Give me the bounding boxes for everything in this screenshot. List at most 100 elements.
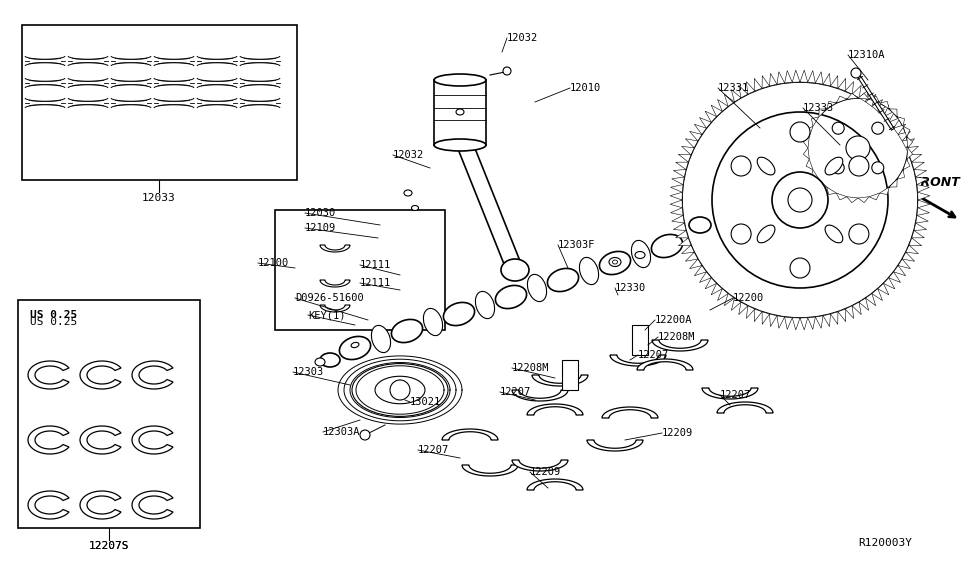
Bar	[562, 360, 578, 390]
Polygon shape	[872, 289, 882, 301]
Circle shape	[772, 172, 828, 228]
Ellipse shape	[758, 157, 775, 175]
Polygon shape	[902, 252, 915, 261]
Polygon shape	[898, 259, 911, 269]
Polygon shape	[847, 197, 858, 203]
Polygon shape	[869, 96, 879, 103]
Polygon shape	[916, 216, 928, 223]
Circle shape	[390, 380, 410, 400]
Text: D0926-51600: D0926-51600	[295, 293, 364, 303]
Ellipse shape	[547, 268, 578, 291]
Polygon shape	[811, 170, 819, 179]
Polygon shape	[845, 306, 854, 319]
Text: 12330: 12330	[615, 283, 646, 293]
Text: R120003Y: R120003Y	[858, 538, 912, 548]
Ellipse shape	[758, 225, 775, 243]
Text: 12033: 12033	[142, 193, 176, 203]
Ellipse shape	[501, 259, 529, 281]
Polygon shape	[831, 76, 838, 88]
Polygon shape	[527, 404, 583, 415]
Polygon shape	[676, 230, 688, 238]
Polygon shape	[711, 284, 722, 295]
Polygon shape	[702, 388, 758, 399]
Polygon shape	[866, 294, 876, 306]
Polygon shape	[689, 131, 702, 141]
Ellipse shape	[404, 190, 412, 196]
Polygon shape	[746, 82, 755, 94]
Polygon shape	[724, 294, 734, 306]
Polygon shape	[80, 426, 121, 454]
Polygon shape	[914, 223, 926, 230]
Polygon shape	[718, 289, 728, 301]
Text: 12032: 12032	[393, 150, 424, 160]
Polygon shape	[711, 105, 722, 117]
Circle shape	[808, 98, 908, 198]
Polygon shape	[903, 159, 910, 170]
Polygon shape	[827, 101, 837, 109]
Polygon shape	[731, 89, 741, 102]
Text: 12010: 12010	[570, 83, 602, 93]
Ellipse shape	[351, 342, 359, 348]
Text: 12208M: 12208M	[512, 363, 550, 373]
Text: 12209: 12209	[662, 428, 693, 438]
Polygon shape	[132, 426, 173, 454]
Ellipse shape	[315, 358, 325, 366]
Text: 12100: 12100	[258, 258, 290, 268]
Polygon shape	[815, 316, 823, 328]
Circle shape	[360, 430, 370, 440]
Polygon shape	[587, 440, 643, 451]
Polygon shape	[718, 100, 728, 112]
Ellipse shape	[609, 258, 621, 267]
Polygon shape	[906, 245, 918, 254]
Polygon shape	[907, 148, 913, 159]
Polygon shape	[889, 109, 897, 117]
Polygon shape	[872, 100, 882, 112]
Polygon shape	[847, 93, 858, 99]
Polygon shape	[652, 340, 708, 351]
Polygon shape	[746, 306, 755, 319]
Polygon shape	[527, 479, 583, 490]
Polygon shape	[793, 70, 800, 82]
Text: 12303F: 12303F	[558, 240, 596, 250]
Text: 12207: 12207	[418, 445, 449, 455]
Polygon shape	[858, 197, 869, 203]
Polygon shape	[912, 162, 924, 169]
Polygon shape	[682, 245, 694, 254]
Polygon shape	[889, 272, 901, 282]
Text: 12303: 12303	[293, 367, 325, 377]
Ellipse shape	[600, 251, 631, 275]
Polygon shape	[869, 193, 879, 200]
Bar	[632, 325, 648, 355]
Polygon shape	[823, 314, 831, 327]
Polygon shape	[132, 491, 173, 519]
Text: US 0.25: US 0.25	[30, 317, 77, 327]
Polygon shape	[806, 159, 813, 170]
Ellipse shape	[635, 251, 645, 259]
Polygon shape	[671, 185, 683, 192]
Polygon shape	[762, 312, 769, 324]
Circle shape	[712, 112, 888, 288]
Ellipse shape	[375, 376, 425, 404]
Polygon shape	[674, 223, 686, 230]
Polygon shape	[320, 245, 350, 252]
Polygon shape	[879, 187, 889, 195]
Text: 12109: 12109	[305, 223, 336, 233]
Polygon shape	[699, 272, 712, 282]
Circle shape	[872, 122, 883, 134]
Circle shape	[503, 67, 511, 75]
Polygon shape	[705, 111, 717, 122]
Polygon shape	[793, 318, 800, 330]
Polygon shape	[803, 137, 809, 148]
Polygon shape	[755, 78, 762, 91]
Polygon shape	[827, 187, 837, 195]
Polygon shape	[912, 230, 924, 238]
Polygon shape	[777, 316, 785, 328]
Ellipse shape	[825, 225, 842, 243]
Polygon shape	[800, 318, 807, 330]
Ellipse shape	[527, 275, 547, 302]
Polygon shape	[80, 361, 121, 389]
Polygon shape	[731, 298, 741, 310]
Ellipse shape	[495, 285, 526, 308]
Polygon shape	[859, 298, 869, 310]
Polygon shape	[866, 95, 876, 106]
